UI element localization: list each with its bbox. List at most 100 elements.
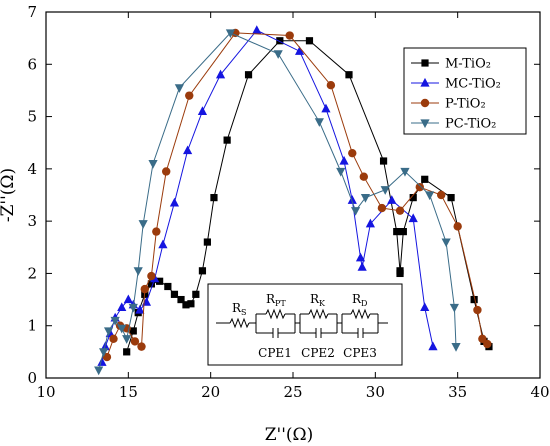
label-cpe2: CPE2 [301, 346, 335, 360]
data-point [94, 366, 104, 376]
data-point [453, 222, 462, 231]
axis-tick-labels: 10 15 20 25 30 35 40 0 1 2 3 4 5 6 7 [27, 3, 549, 401]
data-point [345, 71, 353, 79]
data-point [348, 148, 357, 158]
label-cpe3: CPE3 [343, 346, 377, 360]
data-point [177, 295, 185, 304]
y-tick-label: 5 [27, 108, 37, 126]
legend-marker [420, 98, 430, 108]
data-point [276, 37, 284, 45]
data-point [483, 339, 492, 349]
data-point [137, 342, 146, 351]
data-point [339, 155, 349, 165]
data-point [182, 301, 190, 309]
x-tick-label: 10 [36, 383, 55, 401]
data-point [102, 352, 112, 362]
data-point [421, 175, 429, 183]
data-point [122, 335, 132, 344]
data-point [183, 145, 193, 155]
data-point [198, 267, 207, 275]
x-tick-label: 30 [366, 383, 385, 401]
data-point [321, 103, 331, 113]
data-point [215, 69, 226, 79]
data-point [244, 71, 253, 79]
data-point [336, 167, 346, 177]
data-point [470, 295, 478, 304]
data-point [273, 50, 283, 59]
y-tick-label: 2 [27, 264, 37, 282]
data-point [117, 324, 127, 334]
label-rd: RD [352, 292, 367, 308]
data-point [409, 194, 417, 202]
data-point [441, 238, 451, 248]
data-point [110, 316, 120, 326]
y-tick-label: 3 [27, 212, 37, 230]
data-point [449, 303, 459, 313]
data-point [147, 271, 156, 281]
data-point [147, 280, 155, 288]
x-tick-label: 25 [283, 383, 302, 401]
resistor-rpt [265, 308, 286, 320]
legend-entry: P-TiO₂ [411, 97, 486, 112]
data-point [123, 294, 133, 304]
data-point [225, 29, 236, 39]
legend-entry: M-TiO₂ [411, 57, 491, 72]
data-point [365, 218, 375, 228]
data-point [294, 46, 305, 55]
x-tick-label: 40 [530, 383, 549, 401]
data-point [133, 267, 143, 276]
data-point [395, 206, 405, 215]
data-point [396, 269, 404, 278]
data-point [379, 157, 388, 165]
label-cpe1: CPE1 [258, 346, 292, 360]
data-point [152, 227, 161, 236]
data-point [129, 327, 137, 335]
y-tick-label: 0 [27, 369, 37, 387]
data-point [387, 195, 397, 204]
label-rpt: RPT [266, 292, 286, 308]
y-tick-label: 4 [27, 160, 37, 178]
legend-marker [420, 77, 430, 87]
x-tick-label: 15 [119, 383, 138, 401]
y-tick-label: 6 [27, 55, 37, 73]
data-point [478, 334, 487, 343]
legend-label: M-TiO₂ [445, 57, 491, 72]
data-point [285, 31, 294, 40]
data-point [350, 207, 361, 216]
data-point [109, 334, 118, 343]
legend-label: PC-TiO₂ [445, 117, 496, 132]
data-point [393, 228, 401, 236]
data-point [185, 91, 194, 100]
data-point [174, 84, 184, 93]
data-point [140, 284, 149, 294]
data-point [314, 118, 324, 127]
data-point [355, 252, 366, 262]
data-point [347, 195, 357, 204]
resistor-rd [350, 308, 371, 320]
legend: M-TiO₂ MC-TiO₂ P-TiO₂ PC-TiO₂ [403, 47, 527, 135]
y-tick-label: 1 [27, 317, 37, 335]
axis-ticks [45, 11, 541, 379]
x-tick-label: 35 [448, 383, 467, 401]
legend-entry: MC-TiO₂ [411, 77, 501, 92]
data-point [130, 337, 140, 346]
data-point [380, 186, 390, 195]
equivalent-circuit-inset: RS RPT RK RD CPE1 CPE2 CPE3 [207, 283, 403, 366]
data-point [97, 357, 107, 366]
data-point [447, 194, 455, 202]
x-tick-label: 20 [201, 383, 220, 401]
data-point [305, 37, 314, 45]
data-point [420, 302, 430, 312]
legend-label: P-TiO₂ [445, 97, 486, 112]
legend-label: MC-TiO₂ [445, 77, 501, 92]
y-tick-label: 7 [27, 3, 37, 21]
legend-marker [420, 119, 430, 129]
resistor-rs [229, 317, 250, 329]
data-point [359, 172, 369, 181]
data-point [156, 277, 164, 285]
data-point [473, 305, 482, 315]
data-point [164, 282, 172, 291]
data-point [203, 238, 211, 246]
data-point [428, 341, 438, 351]
